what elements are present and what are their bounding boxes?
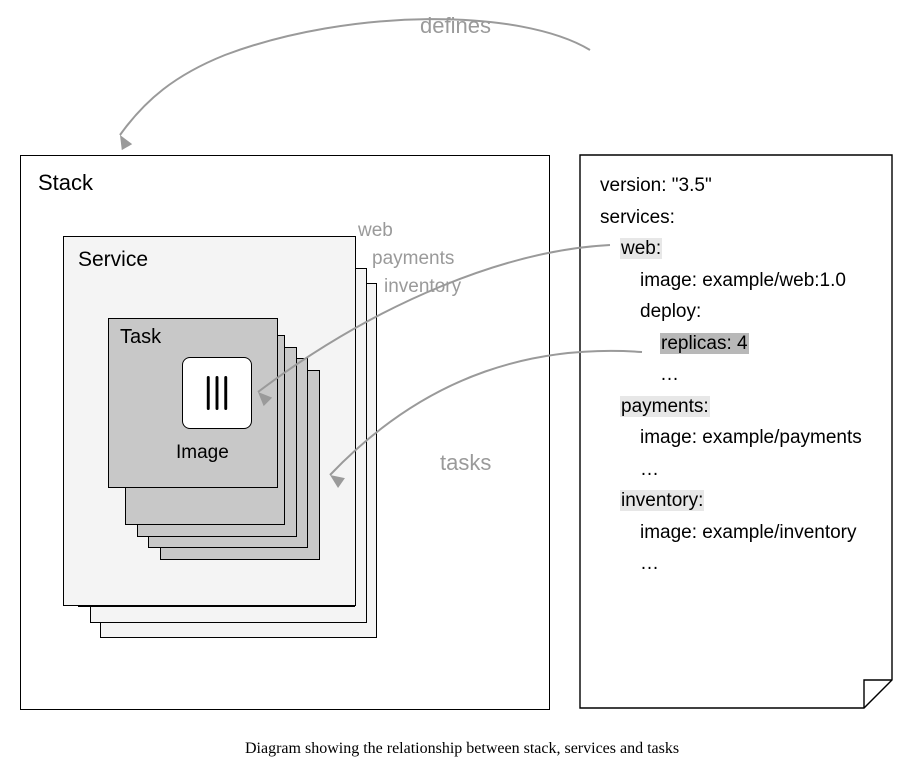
yaml-line: deploy: bbox=[640, 296, 701, 327]
service-name-inventory: inventory bbox=[384, 276, 461, 298]
caption: Diagram showing the relationship between… bbox=[245, 740, 679, 758]
yaml-line: … bbox=[640, 454, 659, 485]
image-label: Image bbox=[176, 442, 229, 464]
service-name-web: web bbox=[358, 220, 393, 242]
service-name-payments: payments bbox=[372, 248, 454, 270]
stack-label: Stack bbox=[38, 170, 93, 196]
yaml-line: replicas: 4 bbox=[660, 328, 749, 359]
yaml-line: version: "3.5" bbox=[600, 170, 712, 201]
diagram-canvas: Stack Service web payments inventory Tas… bbox=[0, 0, 910, 772]
tasks-label: tasks bbox=[440, 450, 491, 476]
yaml-line: image: example/web:1.0 bbox=[640, 265, 846, 296]
yaml-line: payments: bbox=[620, 391, 710, 422]
yaml-line: inventory: bbox=[620, 485, 704, 516]
service-label: Service bbox=[78, 248, 148, 272]
yaml-line: image: example/inventory bbox=[640, 517, 857, 548]
yaml-line: image: example/payments bbox=[640, 422, 862, 453]
yaml-line: … bbox=[640, 548, 659, 579]
yaml-line: … bbox=[660, 359, 679, 390]
image-icon bbox=[182, 357, 252, 429]
task-label: Task bbox=[120, 326, 161, 349]
yaml-line: services: bbox=[600, 202, 675, 233]
defines-label: defines bbox=[420, 13, 491, 39]
yaml-line: web: bbox=[620, 233, 662, 264]
